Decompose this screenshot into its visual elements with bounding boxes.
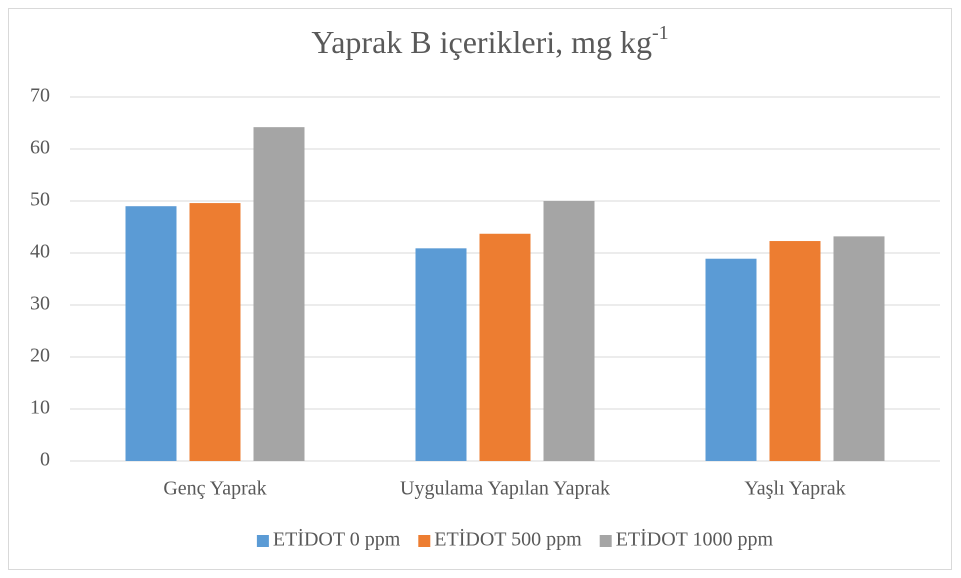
chart-title: Yaprak B içerikleri, mg kg-1 xyxy=(311,22,668,61)
legend-swatch xyxy=(418,535,431,547)
bar xyxy=(705,258,757,461)
y-tick-label: 70 xyxy=(30,85,50,107)
title-text: Yaprak B içerikleri, mg kg xyxy=(311,24,652,60)
legend-label: ETİDOT 1000 ppm xyxy=(616,528,774,551)
legend-swatch xyxy=(599,535,612,547)
y-tick-label: 40 xyxy=(30,241,50,263)
y-tick-label: 20 xyxy=(30,345,50,367)
bar xyxy=(189,203,241,461)
x-tick-label: Genç Yaprak xyxy=(163,478,266,500)
bar xyxy=(125,206,177,461)
title-superscript: -1 xyxy=(652,22,669,44)
legend-label: ETİDOT 500 ppm xyxy=(434,528,582,551)
bar xyxy=(833,236,885,461)
x-tick-label: Uygulama Yapılan Yaprak xyxy=(400,478,610,500)
y-tick-label: 60 xyxy=(30,137,50,159)
bar xyxy=(415,248,467,461)
legend-label: ETİDOT 0 ppm xyxy=(273,528,401,551)
legend-swatch xyxy=(256,535,269,547)
bar xyxy=(543,201,595,461)
bar xyxy=(769,241,821,461)
y-tick-label: 10 xyxy=(30,397,50,419)
y-tick-label: 30 xyxy=(30,293,50,315)
bar xyxy=(253,127,305,461)
x-tick-label: Yaşlı Yaprak xyxy=(744,478,845,500)
bar xyxy=(479,233,531,461)
y-tick-label: 50 xyxy=(30,189,50,211)
y-tick-label: 0 xyxy=(40,449,50,471)
